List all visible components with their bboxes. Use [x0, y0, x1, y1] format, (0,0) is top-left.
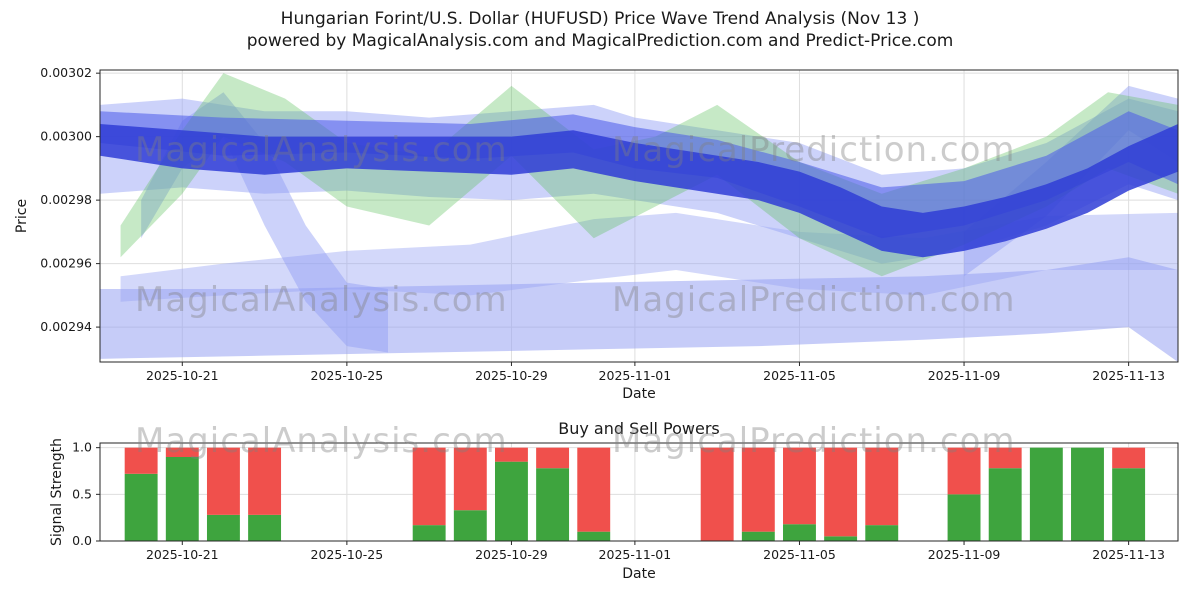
price-band-mid-wave-band: [120, 212, 1179, 302]
x-tick-label: 2025-11-09: [928, 547, 1001, 562]
x-tick-label: 2025-11-13: [1092, 547, 1165, 562]
sell-power-bar: [165, 447, 199, 457]
buy-power-bar: [947, 494, 981, 541]
y-tick-label: 0.0: [72, 533, 92, 548]
y-tick-label: 0.00298: [40, 192, 92, 207]
price-band-main-trend-band: [100, 123, 1178, 258]
buy-power-bar: [1029, 447, 1063, 541]
y-tick-label: 0.00302: [40, 65, 92, 80]
sell-power-bar: [536, 447, 570, 469]
sell-power-bar: [494, 447, 528, 462]
buy-power-bar: [248, 514, 282, 541]
y-tick-label: 0.00294: [40, 319, 92, 334]
x-tick-label: 2025-10-21: [146, 368, 219, 383]
x-tick-label: 2025-11-05: [763, 547, 836, 562]
buy-power-bar: [1071, 447, 1104, 541]
buy-power-bar: [165, 457, 199, 541]
buy-power-bar: [206, 514, 240, 541]
figure-title-line2: powered by MagicalAnalysis.com and Magic…: [246, 31, 954, 51]
y-tick-label: 0.00296: [40, 256, 92, 271]
y-tick-label: 0.00300: [40, 129, 92, 144]
price-band-descending-cross-band: [141, 92, 389, 353]
x-tick-label: 2025-11-01: [599, 547, 672, 562]
x-tick-label: 2025-10-21: [146, 547, 219, 562]
sell-power-bar: [206, 447, 240, 515]
buy-power-bar: [865, 525, 899, 541]
buy-power-bar: [783, 524, 816, 541]
buy-power-bar: [536, 468, 570, 541]
x-tick-label: 2025-10-25: [311, 547, 384, 562]
sell-power-bar: [453, 447, 487, 511]
price-band-lower-forecast-band: [100, 257, 1178, 362]
x-tick-label: 2025-10-29: [475, 368, 548, 383]
buy-power-bar: [741, 531, 775, 541]
buy-power-bar: [577, 531, 611, 541]
buy-power-bar: [824, 536, 858, 541]
sell-power-bar: [741, 447, 775, 532]
x-tick-label: 2025-10-29: [475, 547, 548, 562]
buy-power-bar: [124, 473, 158, 541]
buy-power-bar: [1112, 468, 1146, 541]
power-chart-title: Buy and Sell Powers: [558, 419, 720, 438]
x-tick-label: 2025-11-09: [928, 368, 1001, 383]
sell-power-bar: [988, 447, 1022, 469]
power-y-axis-label: Signal Strength: [49, 437, 65, 547]
sell-power-bar: [124, 447, 158, 474]
y-tick-label: 1.0: [72, 440, 92, 455]
sell-power-bar: [865, 447, 899, 526]
buy-power-bar: [494, 461, 528, 541]
x-tick-label: 2025-11-13: [1092, 368, 1165, 383]
sell-power-bar: [1112, 447, 1146, 469]
sell-power-bar: [577, 447, 611, 532]
power-x-axis-label: Date: [622, 566, 656, 582]
sell-power-bar: [248, 447, 282, 515]
price-y-axis-label: Price: [14, 198, 30, 234]
sell-power-bar: [783, 447, 816, 525]
sell-power-bar: [824, 447, 858, 537]
x-tick-label: 2025-10-25: [311, 368, 384, 383]
buy-power-bar: [988, 468, 1022, 541]
buy-power-bar: [453, 510, 487, 541]
y-tick-label: 0.5: [72, 486, 92, 501]
sell-power-bar: [700, 447, 734, 541]
sell-power-bar: [412, 447, 446, 526]
x-tick-label: 2025-11-01: [599, 368, 672, 383]
plot-border: [99, 69, 1179, 363]
plot-border: [99, 442, 1179, 542]
x-tick-label: 2025-11-05: [763, 368, 836, 383]
buy-power-bar: [412, 525, 446, 541]
price-x-axis-label: Date: [622, 386, 656, 402]
sell-power-bar: [947, 447, 981, 495]
figure-title-line1: Hungarian Forint/U.S. Dollar (HUFUSD) Pr…: [280, 9, 920, 29]
